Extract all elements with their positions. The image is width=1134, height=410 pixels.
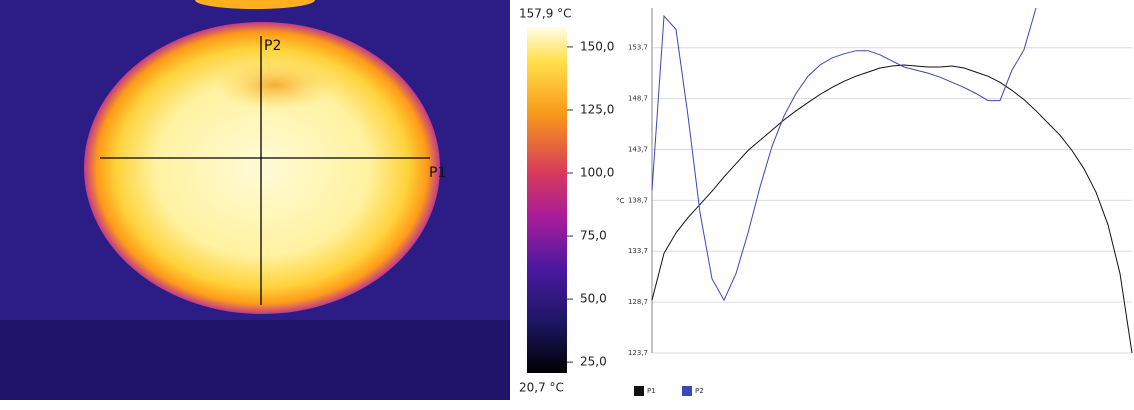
profile-label: P2 <box>264 38 281 54</box>
hot-area <box>215 60 335 110</box>
colorbar-min-label: 20,7 °C <box>519 381 564 395</box>
image-floor <box>0 320 510 400</box>
colorbar-tick-label: 25,0 <box>580 355 607 369</box>
y-tick-label: 143,7 <box>628 145 648 153</box>
legend-label: P2 <box>695 387 704 395</box>
y-axis-label: °C <box>616 197 625 205</box>
y-tick-label: 148,7 <box>628 95 648 103</box>
y-tick-label: 133,7 <box>628 247 648 255</box>
y-tick-label: 128,7 <box>628 298 648 306</box>
colorbar-tick-label: 125,0 <box>580 102 614 116</box>
colorbar-scale <box>527 27 567 373</box>
top-spot <box>195 0 315 9</box>
line-chart: 123,7 128,7 133,7 138,7 143,7 148,7 153,7 °C P1 P… <box>616 7 1133 396</box>
legend-swatch <box>682 386 692 396</box>
y-tick-label: 153,7 <box>628 44 648 52</box>
profile-label: P1 <box>429 165 446 181</box>
colorbar-max-label: 157,9 °C <box>519 7 572 21</box>
series-line <box>651 64 1133 354</box>
hot-body <box>84 22 440 314</box>
colorbar: 25,0 50,0 75,0 100,0 125,0 150,0 157,9 °C 20,7 … <box>519 7 614 395</box>
colorbar-tick-label: 100,0 <box>580 166 614 180</box>
colorbar-tick-label: 50,0 <box>580 292 607 306</box>
legend-swatch <box>634 386 644 396</box>
y-tick-label: 123,7 <box>628 349 648 357</box>
y-tick-label: 138,7 <box>628 196 648 204</box>
thermal-image: P2 P1 <box>0 0 510 400</box>
colorbar-tick-label: 75,0 <box>580 229 607 243</box>
series-line <box>651 7 1037 302</box>
colorbar-tick-label: 150,0 <box>580 39 614 53</box>
legend-label: P1 <box>647 387 656 395</box>
